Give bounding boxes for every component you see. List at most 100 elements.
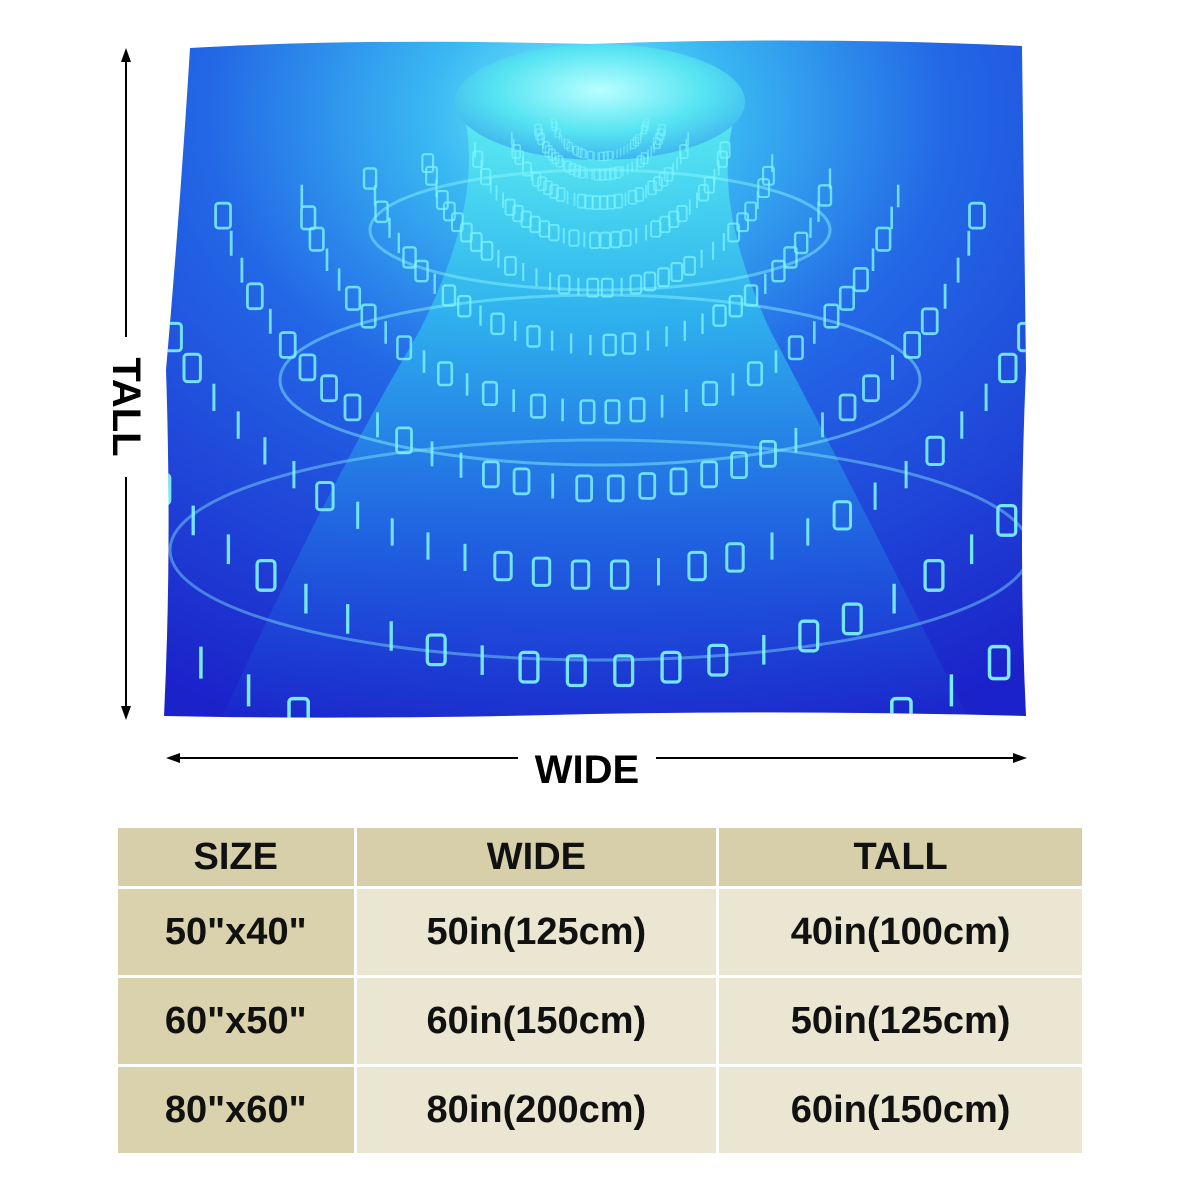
digit-zero xyxy=(823,303,840,329)
digit-zero xyxy=(996,503,1018,537)
digit-zero xyxy=(727,222,741,243)
digit-zero xyxy=(315,481,335,512)
digit-zero xyxy=(701,380,719,407)
digit-zero xyxy=(730,451,748,480)
size-cell: 60"x50" xyxy=(118,978,357,1067)
tall-cell: 60in(150cm) xyxy=(719,1067,1082,1156)
digit-zero xyxy=(638,472,657,500)
digit-zero xyxy=(620,229,632,247)
digit-zero xyxy=(609,559,630,590)
digit-zero xyxy=(610,230,622,249)
blanket-image xyxy=(164,40,1026,718)
digit-zero xyxy=(164,472,172,506)
digit-zero xyxy=(529,393,547,419)
digit-zero xyxy=(703,176,715,194)
digit-zero xyxy=(783,246,798,269)
tall-arrow-head-top xyxy=(121,48,131,62)
digit-zero xyxy=(771,259,786,283)
size-cell: 50"x40" xyxy=(118,889,357,978)
digit-zero xyxy=(669,467,688,496)
digit-zero xyxy=(642,121,649,132)
digit-zero xyxy=(457,294,472,318)
digit-zero xyxy=(182,352,202,384)
digit-zero xyxy=(504,198,516,216)
digit-zero xyxy=(838,393,857,422)
digit-zero xyxy=(576,147,583,158)
digit-zero xyxy=(925,435,945,467)
digit-zero xyxy=(687,550,707,582)
tunnel-opening xyxy=(455,44,745,160)
digit-zero xyxy=(762,165,775,186)
digit-zero xyxy=(579,148,586,159)
digit-zero xyxy=(490,312,505,336)
digit-zero xyxy=(629,274,643,295)
digit-zero xyxy=(793,231,809,255)
digit-zero xyxy=(402,246,417,269)
digit-zero xyxy=(320,374,338,403)
digit-zero xyxy=(606,150,613,161)
digit-zero xyxy=(472,150,484,168)
digit-zero xyxy=(572,145,580,156)
digit-zero xyxy=(798,619,820,653)
digit-zero xyxy=(629,397,646,423)
digit-zero xyxy=(568,162,577,176)
digit-zero xyxy=(298,353,317,382)
digit-zero xyxy=(396,335,413,361)
digit-zero xyxy=(300,205,317,231)
digit-zero xyxy=(537,132,546,145)
table-row: 60"x50" 60in(150cm) 50in(125cm) xyxy=(118,978,1082,1067)
digit-zero xyxy=(862,374,880,403)
digit-zero xyxy=(550,118,557,128)
digit-zero xyxy=(746,361,764,387)
digit-zero xyxy=(603,168,612,181)
digit-zero xyxy=(214,201,232,230)
digit-zero xyxy=(998,352,1018,384)
tall-label: TALL xyxy=(104,351,148,463)
digit-zero xyxy=(395,426,413,455)
table-row: 80"x60" 80in(200cm) 60in(150cm) xyxy=(118,1067,1082,1156)
digit-zero xyxy=(441,284,457,307)
digit-zero xyxy=(613,193,624,209)
digit-zero xyxy=(787,335,804,361)
digit-zero xyxy=(656,128,665,141)
digit-zero xyxy=(548,223,560,242)
digit-zero xyxy=(903,331,922,359)
wide-cell: 80in(200cm) xyxy=(356,1067,720,1156)
digit-zero xyxy=(728,294,744,318)
digit-zero xyxy=(493,550,513,582)
tall-cell: 40in(100cm) xyxy=(719,889,1082,978)
digit-zero xyxy=(604,399,621,425)
digit-zero xyxy=(923,558,945,592)
digit-zero xyxy=(586,277,600,298)
digit-zero xyxy=(531,171,542,187)
digit-zero xyxy=(374,200,389,224)
digit-zero xyxy=(578,166,586,179)
digit-zero xyxy=(537,176,547,192)
digit-zero xyxy=(676,204,688,223)
header-tall: TALL xyxy=(719,828,1082,889)
digit-zero xyxy=(920,307,939,336)
digit-zero xyxy=(658,171,669,187)
digit-zero xyxy=(450,212,464,233)
digit-zero xyxy=(725,542,745,573)
digit-zero xyxy=(480,167,492,186)
digit-zero xyxy=(526,325,541,348)
digit-zero xyxy=(549,184,559,199)
digit-zero xyxy=(518,650,540,684)
digit-zero xyxy=(579,399,596,425)
digit-zero xyxy=(602,151,609,161)
digit-zero xyxy=(563,160,572,173)
digit-zero xyxy=(621,332,637,355)
digit-zero xyxy=(587,150,594,161)
digit-zero xyxy=(832,500,852,531)
digit-zero xyxy=(531,556,552,587)
wide-arrow-head-right xyxy=(1013,753,1027,763)
digit-zero xyxy=(634,187,645,202)
digit-zero xyxy=(670,262,684,282)
digit-zero xyxy=(600,277,614,298)
digit-zero xyxy=(435,190,449,210)
digit-zero xyxy=(712,304,727,327)
digit-zero xyxy=(593,168,602,181)
digit-zero xyxy=(602,333,617,357)
digit-zero xyxy=(660,650,682,684)
